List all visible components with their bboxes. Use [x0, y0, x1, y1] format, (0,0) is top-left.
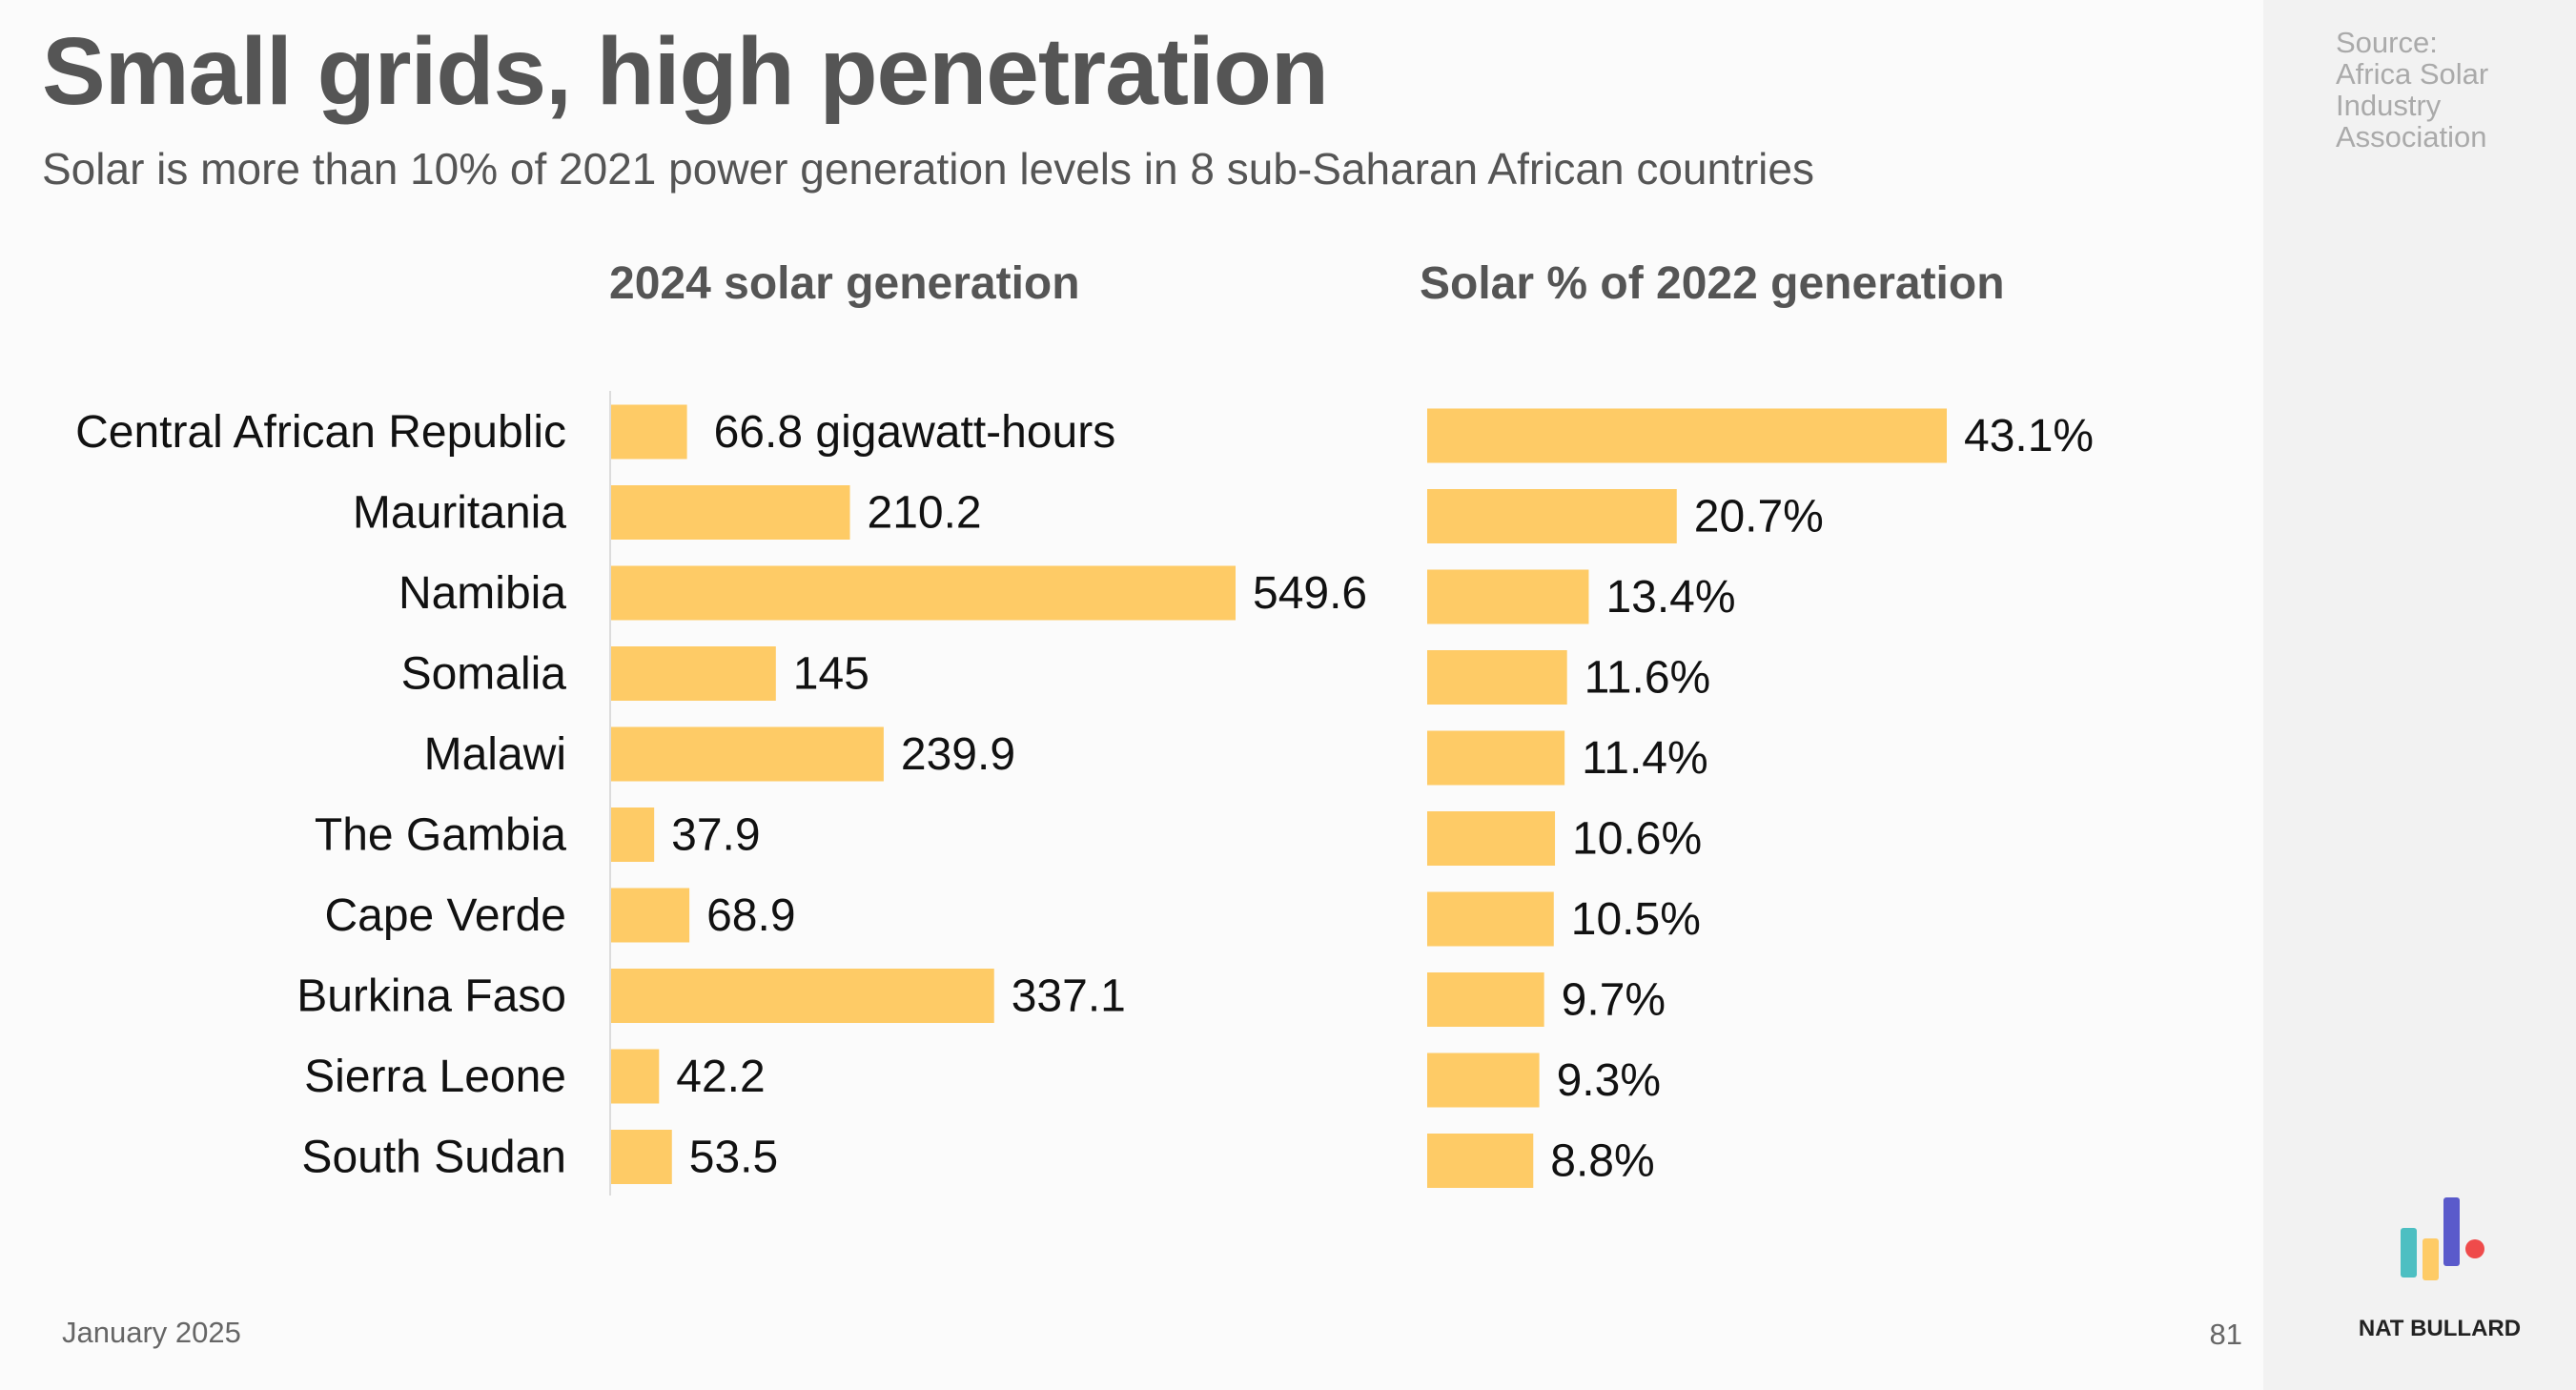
page-number: 81 — [2209, 1318, 2242, 1351]
category-label: Burkina Faso — [296, 971, 566, 1022]
bar — [1427, 1134, 1534, 1188]
bar — [611, 485, 850, 540]
bar — [1427, 408, 1947, 463]
bar — [611, 1130, 672, 1184]
category-label: Mauritania — [353, 488, 566, 539]
data-label: 8.8% — [1550, 1136, 1654, 1187]
bar — [1427, 972, 1544, 1027]
data-label: 66.8 gigawatt-hours — [714, 407, 1116, 458]
footer-date: January 2025 — [62, 1316, 241, 1349]
bar — [1427, 1053, 1540, 1108]
data-label: 11.4% — [1582, 733, 1708, 784]
category-label: Sierra Leone — [304, 1052, 566, 1102]
data-label: 9.3% — [1557, 1055, 1661, 1106]
data-label: 53.5 — [689, 1133, 778, 1183]
bar — [611, 888, 690, 943]
brand-name: NAT BULLARD — [2358, 1316, 2522, 1341]
data-label: 549.6 — [1253, 568, 1367, 619]
bar — [611, 1049, 660, 1104]
left-chart-title: 2024 solar generation — [609, 258, 1080, 309]
data-label: 43.1% — [1964, 411, 2094, 461]
data-label: 337.1 — [1012, 971, 1126, 1022]
right-chart-title: Solar % of 2022 generation — [1420, 258, 2005, 309]
bar — [1427, 489, 1677, 543]
bar-charts: Central African Republic Mauritania Namibi… — [75, 391, 2094, 1196]
data-label: 68.9 — [706, 890, 795, 941]
bar — [611, 646, 776, 701]
category-label: South Sudan — [301, 1133, 566, 1183]
category-label: Somalia — [401, 649, 567, 700]
category-label: Namibia — [399, 568, 566, 619]
bar — [1427, 891, 1554, 947]
source-line: Source: — [2336, 26, 2438, 59]
data-label: 11.6% — [1584, 653, 1711, 704]
data-label: 13.4% — [1605, 572, 1735, 623]
source-line: Industry — [2336, 89, 2442, 122]
data-label: 42.2 — [676, 1052, 765, 1102]
brand-logo-icon — [2401, 1197, 2486, 1293]
bar — [1427, 569, 1589, 624]
bar — [611, 404, 687, 460]
bar — [1427, 650, 1567, 705]
bar — [611, 969, 994, 1023]
bar — [611, 726, 884, 782]
category-label: The Gambia — [315, 810, 566, 861]
source-line: Association — [2336, 120, 2487, 153]
source-note: Source: Africa Solar Industry Associatio… — [2336, 27, 2488, 153]
category-label: Malawi — [424, 729, 566, 780]
data-label: 210.2 — [868, 488, 982, 539]
category-label: Cape Verde — [324, 890, 566, 941]
data-label: 20.7% — [1694, 492, 1824, 542]
bar — [1427, 811, 1556, 866]
page-title: Small grids, high penetration — [42, 18, 1329, 125]
side-panel — [2263, 0, 2576, 1390]
bar — [611, 807, 655, 862]
data-label: 9.7% — [1562, 975, 1666, 1026]
data-label: 239.9 — [901, 729, 1015, 780]
source-line: Africa Solar — [2336, 57, 2489, 91]
data-label: 10.6% — [1572, 814, 1702, 865]
data-label: 37.9 — [671, 810, 760, 861]
data-label: 10.5% — [1571, 894, 1701, 945]
bar — [611, 565, 1236, 621]
page-subtitle: Solar is more than 10% of 2021 power gen… — [42, 144, 1814, 194]
bar — [1427, 730, 1565, 786]
category-label: Central African Republic — [75, 407, 566, 458]
data-label: 145 — [793, 649, 869, 700]
